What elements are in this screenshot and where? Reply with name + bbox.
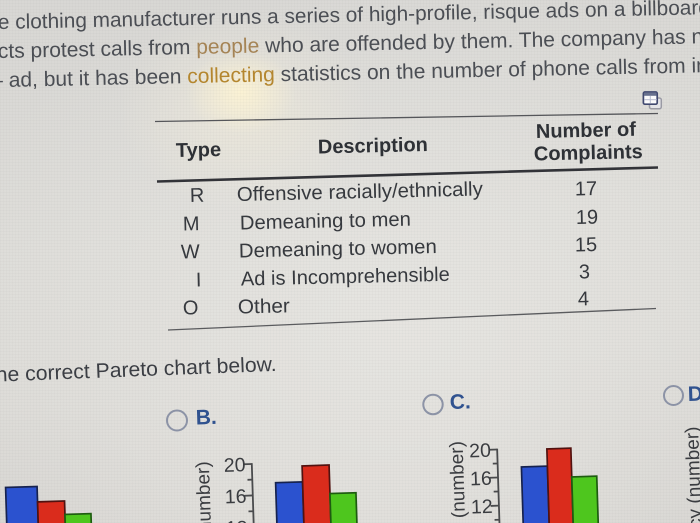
svg-text:Demeaning to men: Demeaning to men (240, 209, 411, 235)
svg-text:19: 19 (576, 206, 599, 228)
svg-text:Demeaning to women: Demeaning to women (239, 236, 437, 262)
svg-text:17: 17 (575, 178, 598, 200)
svg-text:20: 20 (223, 454, 246, 477)
svg-text:he correct Pareto chart below.: he correct Pareto chart below. (0, 353, 277, 387)
svg-text:C.: C. (449, 390, 471, 414)
svg-text:Number of: Number of (536, 119, 637, 143)
svg-text:Ad is Incomprehensible: Ad is Incomprehensible (241, 264, 450, 291)
svg-text:Frequency (number): Frequency (number) (682, 426, 700, 523)
svg-text:I: I (196, 269, 202, 291)
svg-text:3: 3 (579, 261, 591, 283)
svg-text:Frequency (number): Frequency (number) (193, 461, 219, 523)
svg-text:R: R (190, 185, 205, 207)
svg-text:M: M (183, 213, 200, 235)
svg-text:Offensive racially/ethnically: Offensive racially/ethnically (237, 178, 483, 206)
svg-text:Complaints: Complaints (534, 141, 643, 165)
svg-text:O: O (183, 297, 199, 319)
svg-text:4: 4 (578, 288, 590, 310)
svg-text:W: W (181, 241, 200, 263)
svg-text:D: D (687, 383, 700, 406)
svg-text:Other: Other (238, 295, 291, 318)
svg-text:12: 12 (471, 496, 493, 519)
svg-text:16: 16 (470, 468, 492, 491)
svg-text:16: 16 (224, 486, 246, 509)
svg-text:B.: B. (195, 406, 217, 430)
svg-text:Description: Description (318, 134, 429, 158)
svg-text:20: 20 (469, 440, 492, 463)
svg-text:15: 15 (575, 234, 598, 256)
svg-text:12: 12 (225, 517, 247, 523)
svg-text:Type: Type (176, 139, 222, 162)
